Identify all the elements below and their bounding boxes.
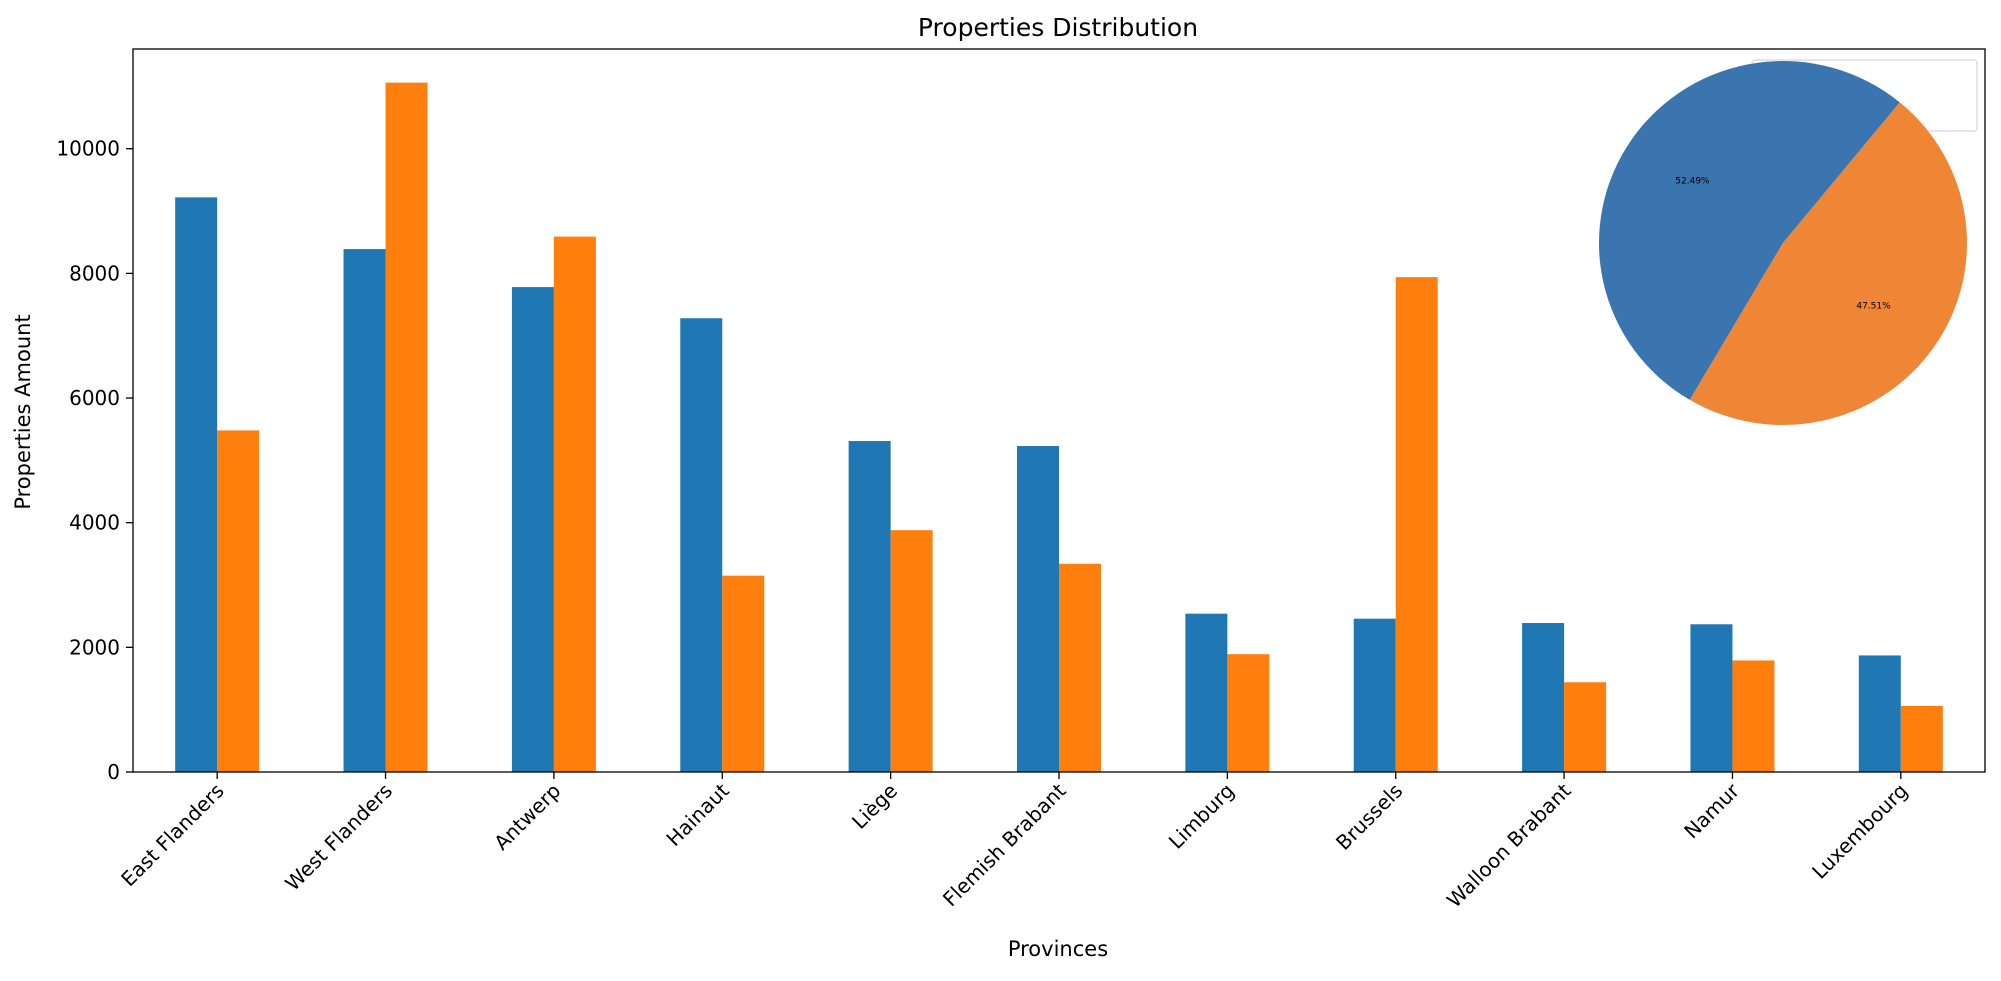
chart-title: Properties Distribution [918, 13, 1198, 42]
bar-series-1-4 [848, 441, 891, 772]
plot-frame [132, 48, 1986, 773]
bar-series-1-1 [343, 249, 386, 773]
bar-series-1-5 [1017, 446, 1059, 772]
pie-slice-label: 52.49% [1675, 176, 1710, 186]
bar-series-2-8 [1564, 682, 1607, 772]
bar-series-1-8 [1522, 623, 1565, 772]
y-tick-label: 0 [107, 760, 120, 784]
bar-series-2-9 [1732, 660, 1775, 772]
bars-layer [175, 82, 1943, 773]
bar-series-1-10 [1858, 655, 1901, 772]
y-axis-label: Properties Amount [11, 314, 35, 509]
bar-series-2-10 [1900, 705, 1943, 772]
y-tick-label: 2000 [69, 635, 120, 659]
bar-series-1-6 [1185, 613, 1228, 772]
bar-series-1-3 [680, 318, 723, 772]
bar-series-1-7 [1353, 618, 1396, 772]
pie-inset: 52.49% 47.51% [1599, 59, 1978, 426]
pie-slice-2 [1689, 102, 1968, 426]
bar-series-2-4 [890, 530, 933, 772]
x-axis-label: Provinces [1008, 937, 1108, 961]
bar-series-1-0 [175, 197, 218, 772]
bar-series-2-2 [553, 236, 596, 773]
pie-slice-1 [1599, 61, 1900, 400]
bar-series-2-3 [722, 575, 765, 772]
bar-series-1-9 [1690, 624, 1733, 772]
bar-series-2-6 [1227, 654, 1270, 772]
bar-series-1-2 [511, 287, 554, 772]
bar-series-2-0 [217, 430, 260, 772]
y-tick-label: 8000 [69, 261, 120, 285]
y-tick-label: 10000 [56, 137, 120, 161]
bar-series-2-5 [1059, 563, 1101, 772]
y-tick-label: 4000 [69, 511, 120, 535]
bar-series-2-1 [385, 82, 428, 772]
pie-slice-label: 47.51% [1856, 302, 1891, 312]
y-tick-label: 6000 [69, 386, 120, 410]
bar-series-2-7 [1395, 277, 1438, 772]
